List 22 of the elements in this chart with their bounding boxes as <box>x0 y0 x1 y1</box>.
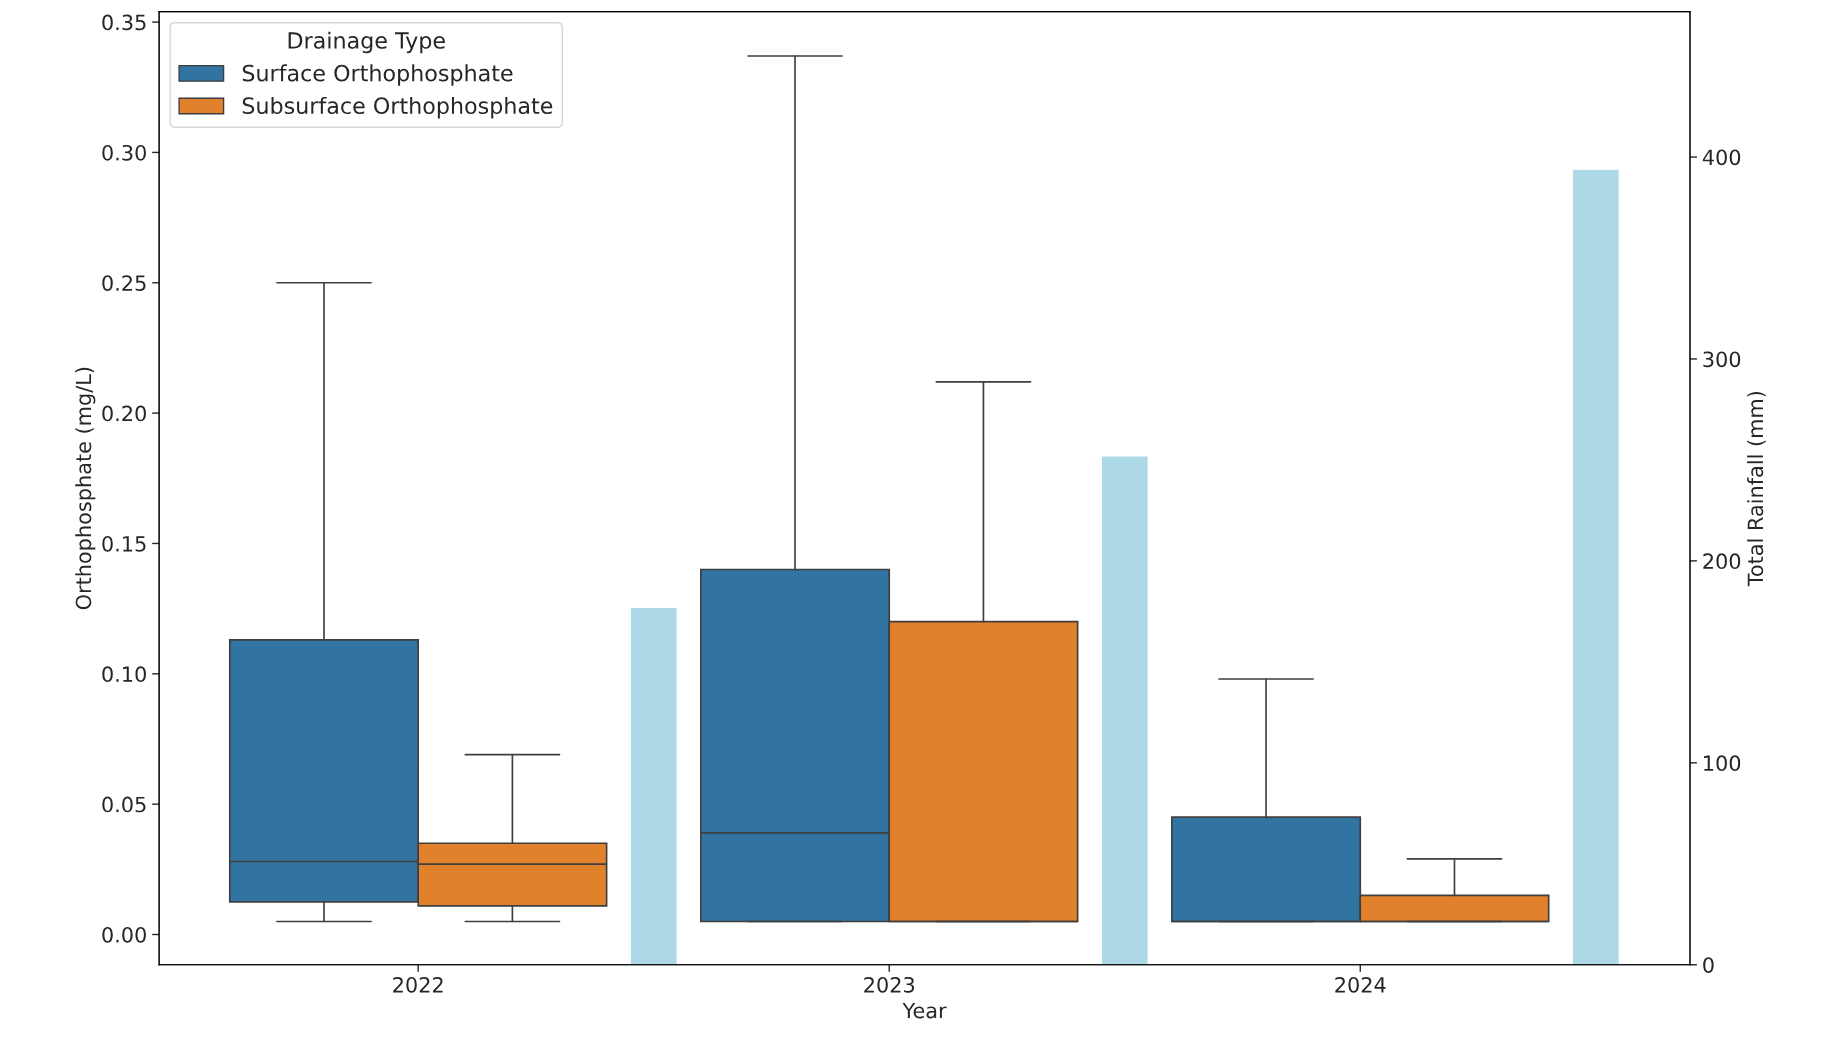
x-tick-label: 2024 <box>1335 976 1386 993</box>
y2-axis-title: Total Rainfall (mm) <box>1747 391 1766 587</box>
y2-tick-label: 200 <box>1703 553 1741 570</box>
y-tick-label: 0.00 <box>102 926 146 943</box>
y2-tick-label: 400 <box>1702 149 1741 166</box>
y2-tick-label: 0 <box>1703 957 1714 973</box>
y2-tick-label: 300 <box>1703 351 1741 368</box>
y-tick-label: 0.20 <box>102 405 146 422</box>
x-axis-title: Year <box>902 1002 947 1019</box>
legend-label: Surface Orthophosphate <box>242 64 513 86</box>
y-tick-label: 0.15 <box>102 535 146 552</box>
y-tick-label: 0.25 <box>102 275 146 291</box>
y2-tick-label: 100 <box>1704 755 1741 772</box>
y-tick-label: 0.35 <box>102 14 146 31</box>
y-tick-label: 0.30 <box>102 144 146 161</box>
legend-label: Subsurface Orthophosphate <box>242 96 553 119</box>
x-tick-label: 2023 <box>864 976 915 993</box>
legend-title: Drainage Type <box>288 31 445 54</box>
y-axis-title: Orthophosphate (mg/L) <box>75 367 96 610</box>
y-tick-label: 0.10 <box>102 666 146 683</box>
y-tick-label: 0.05 <box>102 796 146 813</box>
x-tick-label: 2022 <box>393 976 443 993</box>
